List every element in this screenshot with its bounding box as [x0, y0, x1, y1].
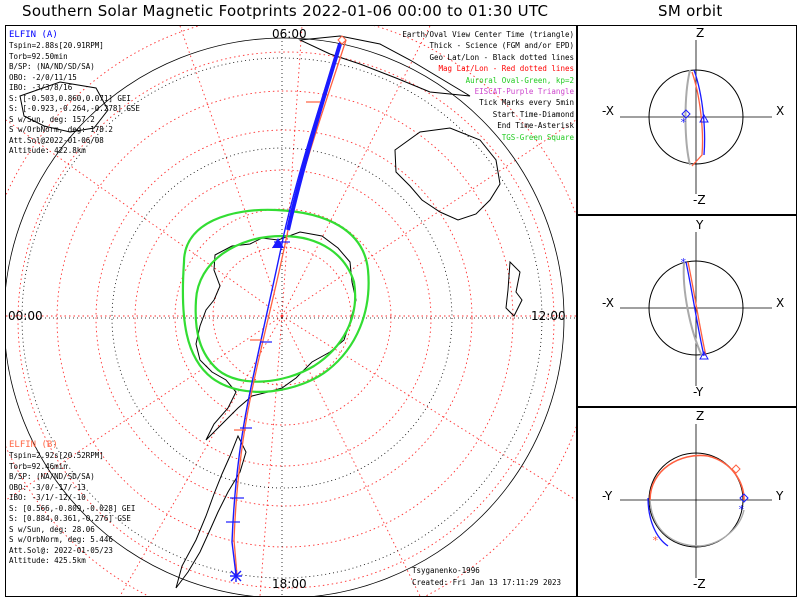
orbit1-left-label: -X [602, 104, 614, 118]
orbit2-left-label: -X [602, 296, 614, 310]
end-asterisk-icon [230, 570, 242, 582]
legend-item: Mag Lat/Lon - Red dotted lines [438, 64, 574, 74]
probe-a-info: ELFIN (A) Tspin=2.88s[20.91RPM] Torb=92.… [9, 30, 140, 155]
probe-a-science-segment [286, 43, 342, 231]
auroral-oval-outer [181, 208, 370, 393]
orbit-diamond-icon [681, 109, 691, 119]
legend-item: Earth/Oval View Center Time (triangle) [402, 30, 574, 39]
africa-coast [19, 81, 109, 133]
new-zealand-coast [505, 260, 523, 317]
legend-item: Tick Marks every 5min [479, 98, 574, 108]
legend-item: EISCAT-Purple Triangle [474, 87, 574, 97]
footprint-map-panel [5, 25, 577, 597]
lt-label-bottom: 18:00 [272, 577, 307, 591]
legend-item: TGS-Green Square [501, 132, 574, 142]
legend-item: Start Time-Diamond [492, 109, 574, 119]
mag-lat-circle [17, 51, 555, 589]
orbit-triangle-icon [699, 350, 709, 360]
orbit2-right-label: X [776, 296, 785, 310]
map-legend: Earth/Oval View Center Time (triangle) T… [402, 29, 574, 143]
orbit2-bottom-label: -Y [693, 385, 704, 399]
probe-b-tick-marks [234, 101, 320, 431]
svg-text:*: * [680, 256, 687, 269]
legend-item: Geo Lat/Lon - Black dotted lines [429, 52, 575, 62]
asia-coast-fragment [298, 35, 471, 97]
model-label: Tsyganenko-1996 [412, 566, 480, 575]
side-title: SM orbit [658, 2, 723, 20]
legend-item: Auroral Oval-Green, kp=2 [465, 75, 574, 85]
lt-label-top: 06:00 [272, 27, 307, 41]
orbit-diamond-icon [739, 493, 749, 503]
probe-b-name: ELFIN (B) [9, 440, 58, 450]
orbit-triangle-icon [699, 113, 709, 123]
mag-lat-circle [174, 208, 392, 426]
orbit-xy: * [620, 232, 772, 386]
antarctica-coast [195, 231, 357, 441]
mag-lat-circle [56, 90, 514, 548]
probe-a-name: ELFIN (A) [9, 30, 58, 40]
legend-item: End Time-Asterisk [497, 121, 574, 131]
orbit1-bottom-label: -Z [693, 193, 706, 207]
orbit-xz: * [620, 40, 772, 194]
globe-limb [6, 37, 565, 596]
orbit3-bottom-label: -Z [693, 577, 706, 591]
probe-b-info: ELFIN (B) Tspin=2.92s[20.52RPM] Torb=92.… [9, 440, 136, 565]
australia-coast [394, 127, 501, 221]
orbit-yz: * * [620, 424, 772, 578]
orbit3-right-label: Y [776, 489, 784, 503]
lt-label-right: 12:00 [531, 309, 566, 323]
auroral-oval-inner [194, 234, 357, 383]
orbit-panel-xz [577, 25, 797, 215]
main-title: Southern Solar Magnetic Footprints 2022-… [22, 2, 549, 20]
orbit1-top-label: Z [696, 26, 705, 40]
svg-text:*: * [738, 503, 745, 516]
orbit-diamond-icon [731, 464, 741, 474]
orbit3-left-label: -Y [602, 489, 613, 503]
south-america-coast [175, 434, 247, 589]
coastlines [19, 35, 523, 589]
orbit1-right-label: X [776, 104, 785, 118]
created-label: Created: Fri Jan 13 17:11:29 2023 [412, 578, 562, 587]
view-center-triangle-icon [272, 238, 284, 248]
svg-text:*: * [652, 534, 659, 547]
orbit3-top-label: Z [696, 409, 705, 423]
mag-lat-circle [95, 129, 473, 507]
svg-text:*: * [680, 116, 687, 129]
lt-label-left: 00:00 [8, 309, 43, 323]
orbit2-top-label: Y [696, 218, 704, 232]
orbit-panel-yz [577, 407, 797, 597]
geo-lat-circle [111, 147, 453, 489]
legend-item: Thick - Science (FGM and/or EPD) [429, 41, 575, 51]
orbit-panel-xy [577, 215, 797, 407]
probe-b-footprint [233, 39, 347, 576]
start-diamond-icon [337, 35, 347, 45]
